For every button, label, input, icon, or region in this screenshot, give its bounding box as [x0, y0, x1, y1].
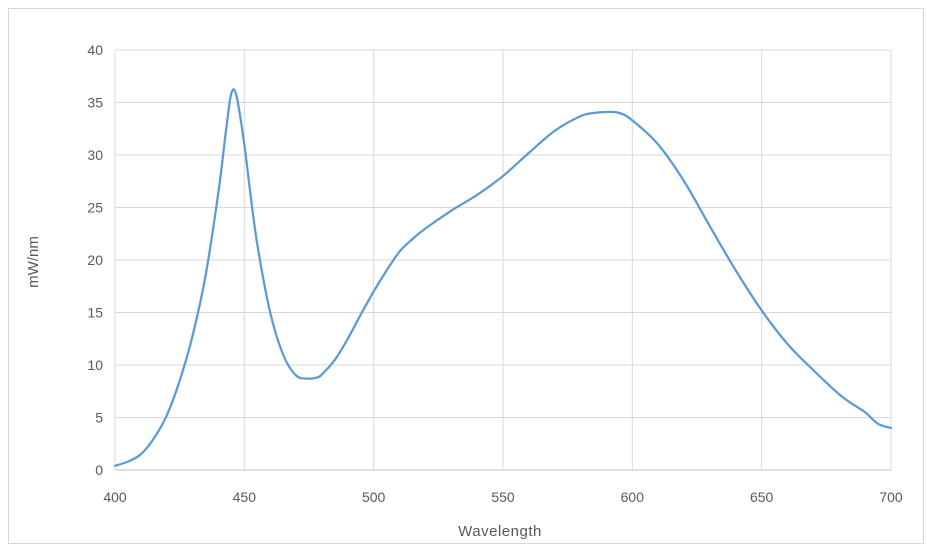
x-axis-title: Wavelength [458, 523, 542, 540]
x-tick-label: 700 [879, 489, 903, 505]
y-tick-labels: 0 5 10 15 20 25 30 35 40 [87, 42, 103, 478]
series-lines [113, 88, 893, 467]
y-tick-label: 35 [87, 95, 103, 111]
y-axis-title: mW/nm [25, 236, 42, 288]
x-tick-label: 600 [621, 489, 645, 505]
chart-frame [8, 8, 924, 544]
x-tick-label: 550 [491, 489, 515, 505]
y-tick-label: 15 [87, 305, 103, 321]
x-tick-label: 500 [362, 489, 386, 505]
y-tick-label: 10 [87, 357, 103, 373]
y-tick-label: 5 [95, 410, 103, 426]
y-tick-label: 30 [87, 147, 103, 163]
x-tick-label: 650 [750, 489, 774, 505]
y-tick-label: 25 [87, 200, 103, 216]
x-tick-label: 400 [103, 489, 127, 505]
y-tick-label: 20 [87, 252, 103, 268]
x-tick-labels: 400 450 500 550 600 650 700 [103, 489, 903, 505]
gridlines [114, 49, 892, 471]
y-tick-label: 40 [87, 42, 103, 58]
series-line-0 [113, 88, 893, 467]
x-tick-label: 450 [233, 489, 257, 505]
y-tick-label: 0 [95, 462, 103, 478]
